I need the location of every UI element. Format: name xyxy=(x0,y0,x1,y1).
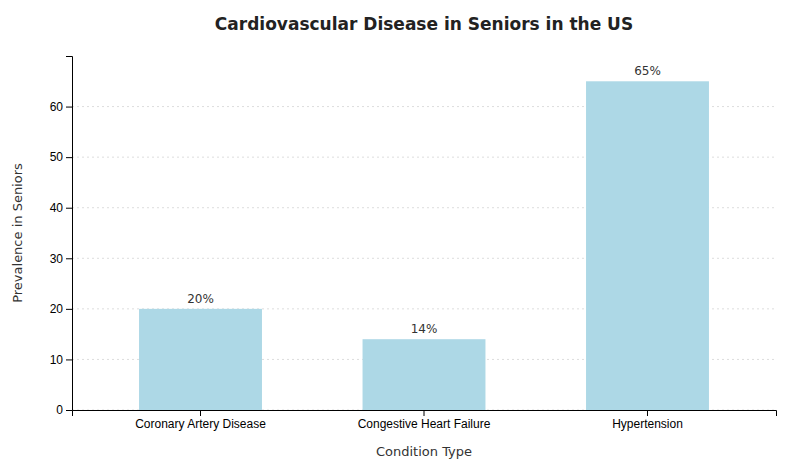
y-axis-title: Prevalence in Seniors xyxy=(10,163,25,303)
bars xyxy=(139,81,709,410)
y-tick-mark xyxy=(66,359,72,360)
y-tick-label: 30 xyxy=(50,252,64,266)
title: Cardiovascular Disease in Seniors in the… xyxy=(215,14,633,34)
x-tick: Coronary Artery Disease xyxy=(135,410,266,431)
y-tick: 50 xyxy=(50,150,72,164)
y-tick-mark xyxy=(66,309,72,310)
x-axis-title: Condition Type xyxy=(376,444,472,459)
x-tick-mark xyxy=(200,410,201,416)
data-label: 14% xyxy=(411,322,438,336)
y-tick: 60 xyxy=(50,100,72,114)
y-tick: 0 xyxy=(56,403,72,417)
y-tick-label: 10 xyxy=(50,353,64,367)
y-axis: 0 10 20 30 40 50 60 xyxy=(50,57,73,418)
y-tick-mark xyxy=(66,107,72,108)
y-tick: 30 xyxy=(50,252,72,266)
bar xyxy=(363,339,486,410)
x-tick-mark xyxy=(424,410,425,416)
y-tick-mark xyxy=(66,410,72,411)
y-tick: 40 xyxy=(50,201,72,215)
bar xyxy=(139,309,262,410)
x-tick: Congestive Heart Failure xyxy=(358,410,491,431)
y-tick-mark xyxy=(66,157,72,158)
chart: Coronary Artery Disease Congestive Heart … xyxy=(0,0,800,476)
y-tick-mark xyxy=(66,258,72,259)
y-tick-mark xyxy=(66,208,72,209)
data-labels: 20% 14% 65% xyxy=(187,64,661,336)
data-label: 65% xyxy=(634,64,661,78)
y-tick-label: 0 xyxy=(56,403,63,417)
data-label: 20% xyxy=(187,292,214,306)
x-tick-label: Coronary Artery Disease xyxy=(135,417,266,431)
y-tick: 10 xyxy=(50,353,72,367)
x-tick: Hypertension xyxy=(612,410,683,431)
y-tick-label: 20 xyxy=(50,302,64,316)
y-tick-label: 50 xyxy=(50,150,64,164)
x-axis: Coronary Artery Disease Congestive Heart … xyxy=(73,410,777,431)
x-axis-line xyxy=(73,411,777,417)
x-tick-label: Congestive Heart Failure xyxy=(358,417,491,431)
y-axis-line xyxy=(66,57,73,411)
x-tick-label: Hypertension xyxy=(612,417,683,431)
bar xyxy=(586,81,709,410)
y-tick-label: 60 xyxy=(50,100,64,114)
plot: Coronary Artery Disease Congestive Heart … xyxy=(50,57,777,431)
y-tick-label: 40 xyxy=(50,201,64,215)
y-tick: 20 xyxy=(50,302,72,316)
x-tick-mark xyxy=(647,410,648,416)
